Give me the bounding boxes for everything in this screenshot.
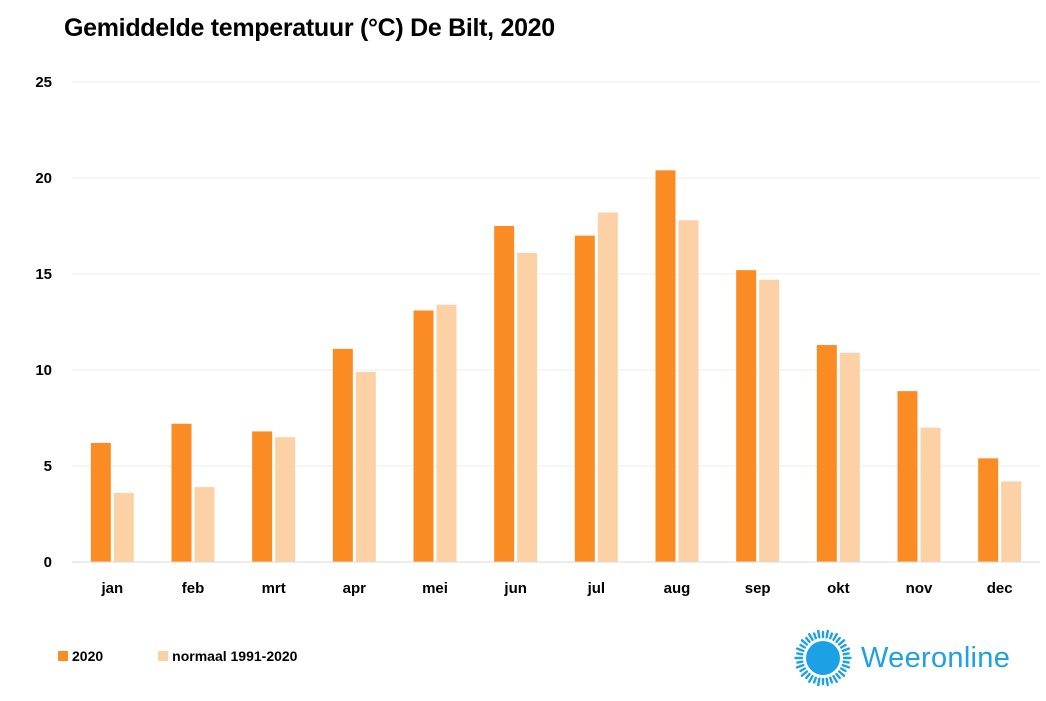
sun-ray — [800, 670, 809, 677]
sun-ray — [817, 629, 821, 639]
sun-ray — [837, 670, 846, 677]
category-label-mrt: mrt — [262, 580, 286, 597]
bar-normaal-nov — [920, 427, 941, 562]
sun-ray — [842, 660, 850, 664]
bar-normaal-mei — [436, 304, 457, 562]
gridlines — [72, 81, 1040, 467]
bar-normaal-mrt — [275, 437, 296, 562]
bar-2020-aug — [655, 170, 676, 562]
sun-icon — [794, 629, 852, 687]
bar-normaal-dec — [1001, 481, 1022, 562]
sun-ray — [799, 667, 807, 673]
bar-normaal-jul — [597, 212, 618, 562]
sun-ray — [808, 674, 814, 684]
sun-ray — [817, 677, 821, 687]
bar-2020-jun — [494, 226, 515, 562]
bar-chart: 0 5 10 15 20 25 jan feb mrt apr mei jun jul aug sep ok… — [35, 74, 1040, 597]
sun-ray — [812, 632, 818, 640]
bar-2020-nov — [897, 391, 918, 562]
bar-2020-apr — [332, 348, 353, 562]
y-axis-ticks: 0 5 10 15 20 25 — [35, 74, 52, 571]
legend-item-2020: 2020 — [58, 648, 103, 664]
sun-ray — [812, 676, 818, 684]
bar-normaal-aug — [678, 220, 699, 563]
legend-label-normaal: normaal 1991-2020 — [172, 648, 298, 664]
sun-ray — [835, 672, 841, 680]
bar-2020-mei — [413, 310, 434, 562]
bars — [90, 170, 1022, 563]
bar-normaal-jun — [517, 252, 538, 562]
category-label-jun: jun — [503, 580, 527, 597]
sun-ray — [839, 643, 847, 649]
sun-ray — [832, 674, 838, 684]
weeronline-logo: Weeronline — [793, 628, 1010, 688]
sun-ray — [825, 629, 829, 639]
sun-ray — [799, 643, 807, 649]
bar-normaal-sep — [759, 279, 780, 562]
category-label-nov: nov — [906, 580, 933, 597]
bar-normaal-feb — [194, 487, 215, 562]
y-tick-label: 15 — [35, 266, 52, 283]
bar-2020-sep — [736, 270, 757, 562]
x-axis-categories: jan feb mrt apr mei jun jul aug sep okt nov dec — [100, 580, 1012, 597]
category-label-dec: dec — [987, 580, 1013, 597]
bar-2020-feb — [171, 423, 192, 562]
sun-ray — [841, 647, 851, 653]
sun-ray — [796, 660, 804, 664]
sun-ray — [828, 632, 834, 640]
bar-2020-jan — [90, 442, 111, 562]
bar-2020-dec — [978, 458, 999, 562]
category-label-mei: mei — [422, 580, 448, 597]
logo-text: Weeronline — [861, 641, 1011, 674]
category-label-jan: jan — [100, 580, 123, 597]
category-label-feb: feb — [182, 580, 205, 597]
bar-normaal-apr — [355, 371, 376, 562]
sun-ray — [828, 676, 834, 684]
sun-ray — [837, 639, 846, 646]
sun-ray — [839, 667, 847, 673]
sun-ray — [842, 652, 850, 656]
y-tick-label: 10 — [35, 362, 52, 379]
sun-ray — [796, 652, 804, 656]
y-tick-label: 5 — [44, 458, 52, 475]
sun-ray — [800, 639, 809, 646]
legend-swatch-normaal — [158, 651, 169, 661]
category-label-okt: okt — [827, 580, 850, 597]
sun-ray — [825, 677, 829, 687]
category-label-apr: apr — [343, 580, 367, 597]
y-tick-label: 0 — [44, 554, 52, 571]
y-tick-label: 20 — [35, 170, 52, 187]
legend-item-normaal: normaal 1991-2020 — [158, 648, 297, 664]
bar-2020-mrt — [252, 431, 273, 562]
chart-title: Gemiddelde temperatuur (°C) De Bilt, 202… — [64, 14, 555, 42]
sun-ray — [841, 663, 851, 669]
legend: 2020 normaal 1991-2020 — [58, 648, 352, 664]
sun-ray — [795, 647, 805, 653]
bar-2020-okt — [816, 345, 837, 562]
category-label-jul: jul — [587, 580, 606, 597]
legend-swatch-2020 — [58, 651, 68, 661]
sun-ray — [835, 636, 841, 644]
sun-ray — [805, 672, 811, 680]
sun-ray — [795, 663, 805, 669]
sun-ray — [805, 636, 811, 644]
y-tick-label: 25 — [35, 74, 52, 91]
bar-normaal-okt — [839, 352, 860, 562]
bar-normaal-jan — [113, 492, 134, 562]
category-label-sep: sep — [745, 580, 771, 597]
bar-2020-jul — [574, 235, 595, 562]
sun-ray — [832, 632, 838, 642]
sun-ray — [808, 632, 814, 642]
legend-label-2020: 2020 — [72, 648, 104, 664]
category-label-aug: aug — [664, 580, 691, 597]
